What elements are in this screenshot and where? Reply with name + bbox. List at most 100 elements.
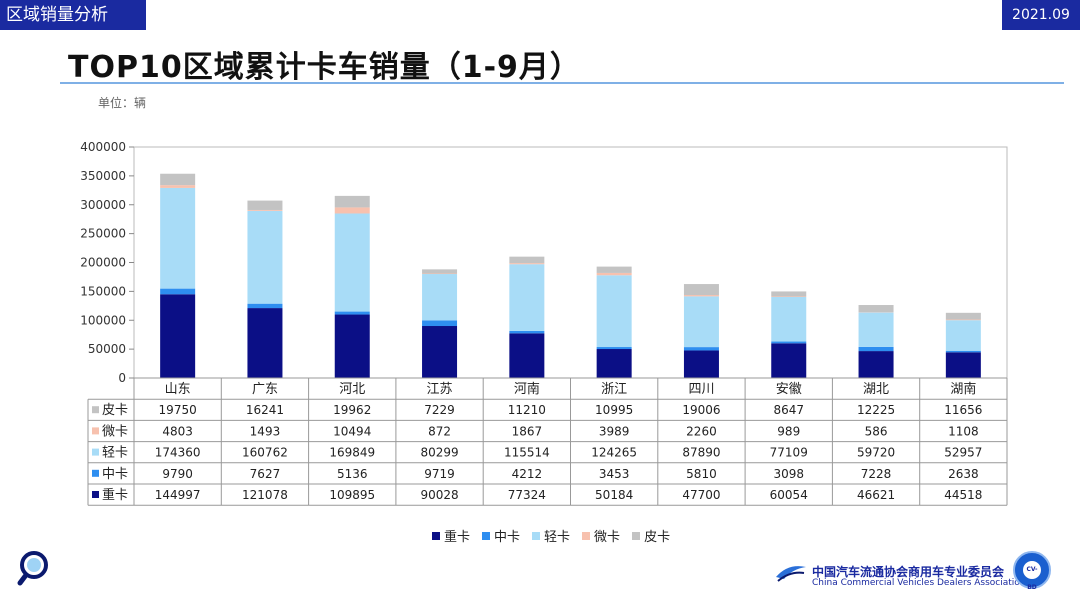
magnifier-icon [17,551,48,586]
x-category-label: 安徽 [776,382,802,397]
x-category-label: 河北 [339,382,365,397]
table-legend-swatch [92,448,99,456]
table-cell-value: 7627 [250,467,281,481]
x-category-label: 山东 [165,382,191,397]
table-cell-value: 9719 [424,467,455,481]
x-category-label: 湖南 [950,381,976,397]
bar-中卡-浙江 [596,347,632,350]
bar-微卡-江苏 [422,273,458,275]
bar-轻卡-广东 [247,210,283,304]
table-cell-value: 3098 [773,467,804,481]
bar-重卡-广东 [247,308,283,378]
legend-swatch [532,531,541,540]
y-tick-label: 0 [118,371,126,385]
table-cell-value: 2260 [686,424,717,438]
bar-重卡-湖南 [945,352,981,378]
table-cell-value: 11656 [944,403,982,417]
legend-swatch [582,531,591,540]
table-cell-value: 7229 [424,403,455,417]
table-cell-value: 59720 [857,446,895,460]
bar-中卡-河北 [334,311,370,315]
bar-轻卡-江苏 [422,274,458,321]
x-category-label: 四川 [688,382,714,397]
legend-item-重卡: 重卡 [432,526,470,545]
footer-org-en: China Commercial Vehicles Dealers Associ… [812,578,1026,588]
bar-轻卡-浙江 [596,275,632,348]
table-cell-value: 586 [865,424,888,438]
table-legend-swatch [92,406,99,414]
bar-皮卡-四川 [683,284,719,296]
table-cell-value: 124265 [591,446,637,460]
table-row-label: 轻卡 [102,446,128,461]
x-category-label: 河南 [514,381,540,397]
bar-皮卡-浙江 [596,266,632,273]
table-cell-value: 7228 [861,467,892,481]
cvbd-badge-text: CV-BD [1023,561,1041,591]
bar-轻卡-山东 [160,187,196,289]
chart-title: TOP10区域累计卡车销量（1-9月） [68,50,581,85]
table-legend-swatch [92,469,99,477]
table-cell-value: 10995 [595,403,633,417]
table-legend-swatch [92,491,99,498]
bar-重卡-江苏 [422,326,458,378]
bar-皮卡-山东 [160,173,196,186]
table-cell-value: 47700 [682,488,720,502]
table-cell-value: 169849 [329,446,375,460]
title-divider [60,82,1064,84]
table-cell-value: 11210 [508,403,546,417]
bar-微卡-广东 [247,209,283,211]
legend-item-微卡: 微卡 [582,526,620,545]
table-cell-value: 4803 [162,424,193,438]
unit-label: 单位：辆 [98,96,147,110]
bar-重卡-湖北 [858,351,894,378]
table-legend-swatch [92,427,99,435]
bar-轻卡-湖北 [858,312,894,347]
table-cell-value: 77324 [508,488,546,502]
table-cell-value: 9790 [162,467,193,481]
bar-皮卡-河南 [509,256,545,264]
bar-皮卡-河北 [334,195,370,208]
legend-item-皮卡: 皮卡 [632,526,670,545]
bar-微卡-四川 [683,295,719,297]
bar-重卡-河南 [509,333,545,378]
y-tick-label: 150000 [80,284,126,298]
table-cell-value: 1867 [512,424,543,438]
x-category-label: 江苏 [427,381,453,397]
chart-legend: 重卡 中卡 轻卡 微卡 皮卡 [432,526,670,545]
x-category-label: 湖北 [863,382,889,397]
table-cell-value: 989 [777,424,800,438]
legend-swatch [482,531,491,540]
table-cell-value: 52957 [944,446,982,460]
bar-重卡-山东 [160,294,196,378]
y-tick-label: 100000 [80,313,126,327]
bar-重卡-四川 [683,350,719,378]
date-tag: 2021.09 [1002,0,1080,30]
y-tick-label: 300000 [80,198,126,212]
bar-重卡-河北 [334,314,370,378]
y-tick-label: 400000 [80,140,126,154]
table-cell-value: 87890 [682,446,720,460]
table-cell-value: 1108 [948,424,979,438]
table-row-label: 微卡 [102,424,128,439]
bar-轻卡-安徽 [771,296,807,342]
table-cell-value: 46621 [857,488,895,502]
bar-微卡-河南 [509,263,545,265]
table-cell-value: 3989 [599,424,630,438]
table-cell-value: 44518 [944,488,982,502]
table-cell-value: 174360 [155,446,201,460]
x-category-label: 浙江 [601,382,627,397]
table-cell-value: 109895 [329,488,375,502]
table-cell-value: 115514 [504,446,550,460]
y-tick-label: 350000 [80,169,126,183]
table-cell-value: 80299 [420,446,458,460]
bar-皮卡-广东 [247,200,283,210]
table-row-label: 皮卡 [102,403,128,418]
bar-轻卡-湖南 [945,320,981,351]
table-cell-value: 19962 [333,403,371,417]
bar-皮卡-江苏 [422,269,458,274]
table-cell-value: 872 [428,424,451,438]
table-cell-value: 8647 [773,403,804,417]
legend-swatch [632,531,641,540]
bar-轻卡-河南 [509,264,545,331]
bar-重卡-浙江 [596,349,632,378]
